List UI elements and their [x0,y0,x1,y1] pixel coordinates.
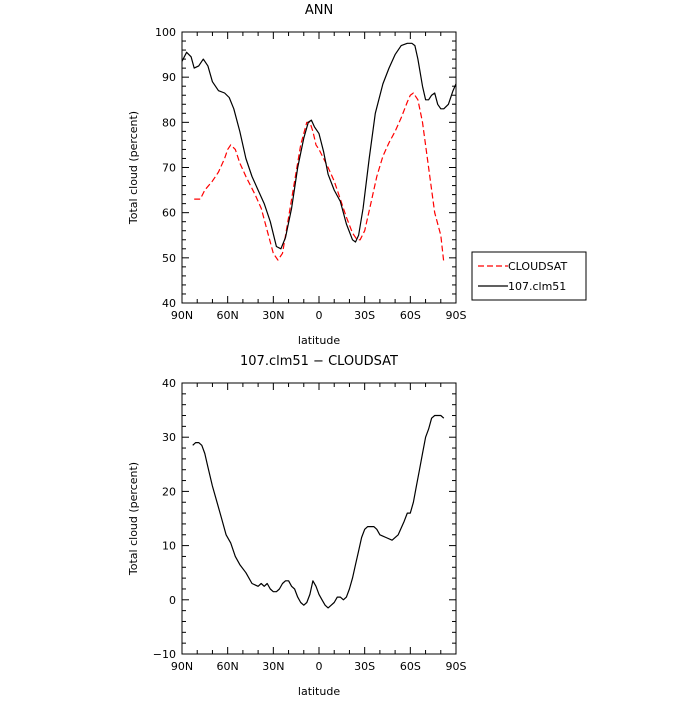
top-series-cloudsat [194,92,445,263]
bottom-y-tick-label: 20 [162,485,176,498]
bottom-x-tick-label: 30N [262,660,284,673]
top-x-tick-label: 90N [171,309,193,322]
bottom-x-tick-label: 60N [217,660,239,673]
top-x-tick-label: 0 [316,309,323,322]
bottom-title: 107.clm51 − CLOUDSAT [240,354,398,369]
bottom-y-tick-label: 0 [169,594,176,607]
bottom-plot-frame [181,382,457,655]
legend-frame [471,251,587,301]
top-y-tick-label: 80 [162,116,176,129]
top-series-107-clm51 [181,42,457,250]
bottom-y-axis-label: Total cloud (percent) [127,462,140,576]
bottom-x-axis-label: latitude [298,685,340,698]
bottom-x-tick-label: 30S [354,660,375,673]
top-title: ANN [305,3,333,18]
bottom-x-tick-label: 90N [171,660,193,673]
top-plot-frame [181,31,457,304]
top-x-tick-label: 30S [354,309,375,322]
top-x-tick-label: 90S [446,309,467,322]
legend-label-cloudsat: CLOUDSAT [508,260,567,273]
bottom-y-tick-label: 10 [162,540,176,553]
bottom-x-tick-label: 90S [446,660,467,673]
top-y-tick-label: 90 [162,71,176,84]
top-y-tick-label: 100 [155,26,176,39]
top-y-tick-label: 40 [162,297,176,310]
top-y-tick-label: 50 [162,252,176,265]
bottom-y-tick-label: 40 [162,377,176,390]
top-panel: ANN 90N 60N 30N 0 30S 60S 90S 40 50 60 70 80 90 100 lat… [127,3,587,347]
bottom-panel: 107.clm51 − CLOUDSAT 90N 60N 30N 0 30S 60S 90S −… [127,354,467,698]
top-y-tick-label: 60 [162,207,176,220]
top-y-tick-label: 70 [162,162,176,175]
bottom-x-tick-label: 60S [400,660,421,673]
bottom-y-tick-label: 30 [162,431,176,444]
legend-label-107-clm51: 107.clm51 [508,280,566,293]
top-x-axis-label: latitude [298,334,340,347]
bottom-x-tick-label: 0 [316,660,323,673]
bottom-y-tick-label: −10 [153,648,176,661]
top-y-axis-label: Total cloud (percent) [127,111,140,225]
top-x-tick-label: 60N [217,309,239,322]
top-x-tick-label: 60S [400,309,421,322]
top-x-tick-label: 30N [262,309,284,322]
bottom-series-difference [192,414,445,609]
top-legend: CLOUDSAT 107.clm51 [471,251,587,301]
